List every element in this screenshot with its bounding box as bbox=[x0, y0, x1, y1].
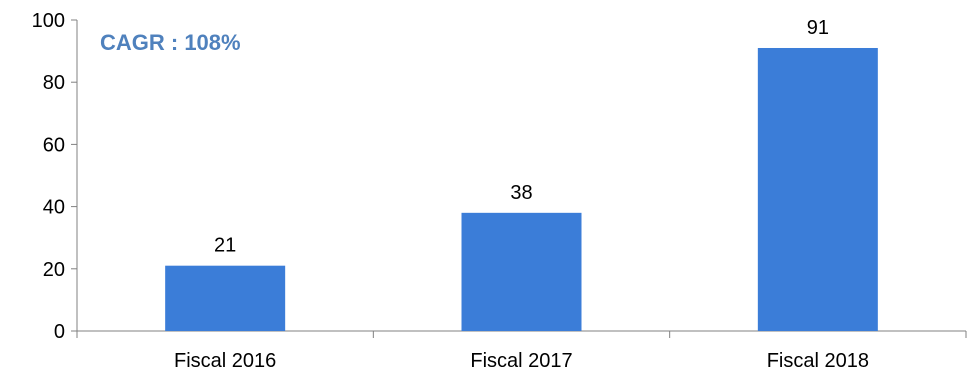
x-tick-label: Fiscal 2016 bbox=[174, 350, 276, 372]
y-tick-label: 100 bbox=[32, 10, 65, 32]
bar bbox=[461, 212, 582, 331]
data-label: 21 bbox=[214, 235, 236, 257]
bar bbox=[757, 47, 878, 332]
x-tick-label: Fiscal 2018 bbox=[767, 350, 869, 372]
labels: 21 Fiscal 2016 38 Fiscal 2017 91 Fiscal 2018 bbox=[174, 17, 869, 372]
y-tick-label: 20 bbox=[43, 259, 65, 281]
x-tick-label: Fiscal 2017 bbox=[470, 350, 572, 372]
bars bbox=[165, 47, 878, 332]
y-tick-label: 80 bbox=[43, 72, 65, 94]
y-tick-label: 60 bbox=[43, 134, 65, 156]
y-tick-label: 0 bbox=[54, 321, 65, 343]
cagr-annotation: CAGR : 108% bbox=[100, 30, 241, 55]
data-label: 91 bbox=[807, 17, 829, 39]
bar bbox=[165, 265, 286, 331]
data-label: 38 bbox=[510, 182, 532, 204]
y-tick-label: 40 bbox=[43, 197, 65, 219]
